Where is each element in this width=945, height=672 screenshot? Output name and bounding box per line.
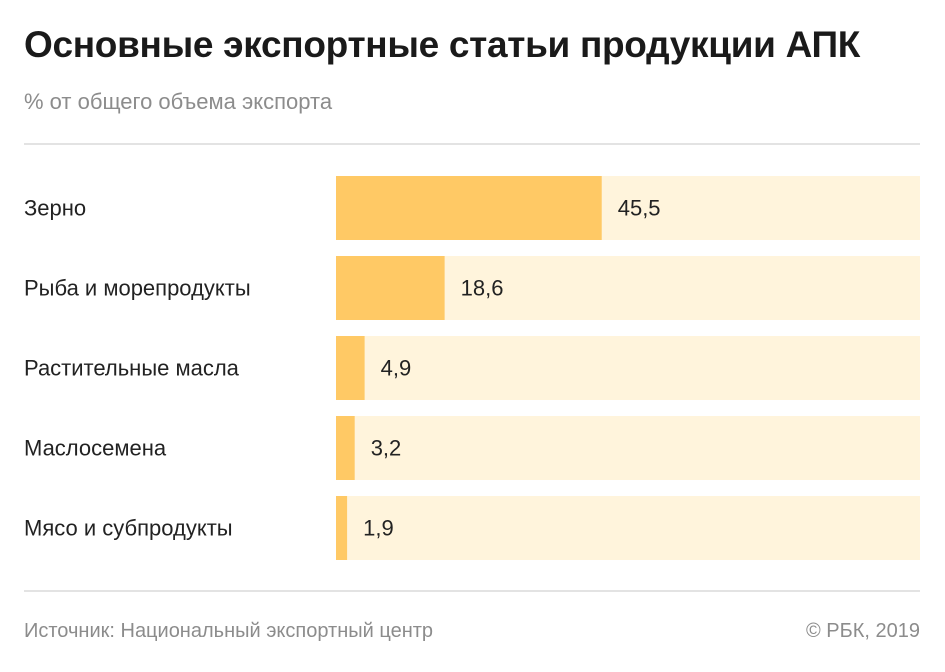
bar-track <box>336 416 920 480</box>
value-label: 4,9 <box>381 356 412 381</box>
chart-subtitle: % от общего объема экспорта <box>24 89 333 114</box>
value-label: 18,6 <box>461 276 504 301</box>
bar <box>336 256 445 320</box>
bar-track <box>336 336 920 400</box>
bar-track <box>336 496 920 560</box>
category-label: Рыба и морепродукты <box>24 276 251 301</box>
copyright-note: © РБК, 2019 <box>805 620 920 642</box>
top-divider <box>24 143 920 145</box>
bar <box>336 176 602 240</box>
source-note: Источник: Национальный экспортный центр <box>24 620 434 642</box>
bar <box>336 336 365 400</box>
bottom-divider <box>24 590 920 592</box>
chart-title: Основные экспортные статьи продукции АПК <box>24 24 861 65</box>
category-label: Маслосемена <box>24 436 167 461</box>
value-label: 45,5 <box>618 196 661 221</box>
value-label: 3,2 <box>371 436 402 461</box>
value-label: 1,9 <box>363 516 394 541</box>
bar <box>336 496 348 560</box>
bar <box>336 416 355 480</box>
category-label: Мясо и субпродукты <box>24 516 233 541</box>
category-label: Растительные масла <box>24 356 240 381</box>
category-label: Зерно <box>24 196 86 221</box>
